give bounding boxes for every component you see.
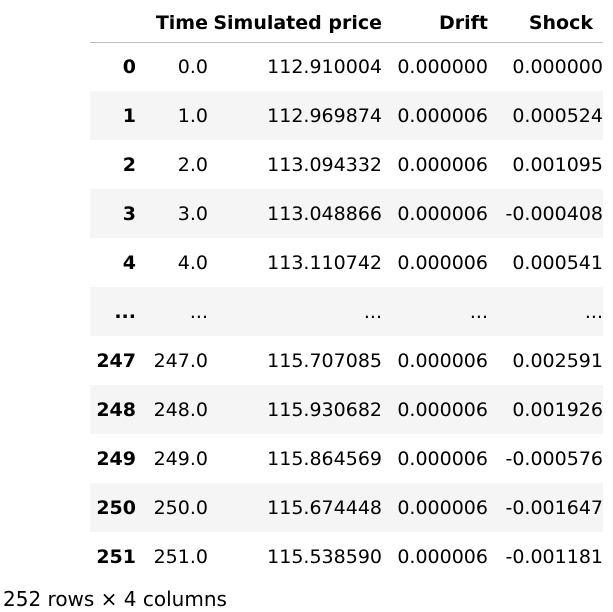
cell-shock: 0.000524 xyxy=(512,104,603,127)
row-index: 248 xyxy=(96,398,136,421)
table-header: Time Simulated price Drift Shock xyxy=(90,0,603,43)
cell-shock: 0.002591 xyxy=(512,349,603,372)
cell-drift: 0.000006 xyxy=(397,545,488,568)
header-simulated-price: Simulated price xyxy=(208,0,382,43)
table-row: 251 251.0 115.538590 0.000006 -0.001181 xyxy=(90,532,603,581)
cell-drift: 0.000006 xyxy=(397,202,488,225)
cell-drift: 0.000006 xyxy=(397,496,488,519)
cell-simulated-price: 115.930682 xyxy=(267,398,382,421)
cell-drift: 0.000006 xyxy=(397,153,488,176)
row-index: 3 xyxy=(122,202,136,225)
header-row: Time Simulated price Drift Shock xyxy=(90,0,603,43)
cell-simulated-price: 115.707085 xyxy=(267,349,382,372)
cell-shock: -0.001181 xyxy=(505,545,603,568)
cell-time: 249.0 xyxy=(153,447,208,470)
cell-shock: 0.001095 xyxy=(512,153,603,176)
row-index: 249 xyxy=(96,447,136,470)
cell-time: ... xyxy=(189,300,208,323)
header-time: Time xyxy=(136,0,208,43)
cell-simulated-price: 113.110742 xyxy=(267,251,382,274)
cell-time: 3.0 xyxy=(177,202,208,225)
cell-drift: 0.000006 xyxy=(397,104,488,127)
cell-drift: 0.000000 xyxy=(397,55,488,78)
cell-time: 247.0 xyxy=(153,349,208,372)
table-row: 4 4.0 113.110742 0.000006 0.000541 xyxy=(90,238,603,287)
cell-shock: -0.000408 xyxy=(505,202,603,225)
row-index: 247 xyxy=(96,349,136,372)
table-row: 250 250.0 115.674448 0.000006 -0.001647 xyxy=(90,483,603,532)
table-row: 2 2.0 113.094332 0.000006 0.001095 xyxy=(90,140,603,189)
cell-drift: 0.000006 xyxy=(397,447,488,470)
table-row: 1 1.0 112.969874 0.000006 0.000524 xyxy=(90,91,603,140)
header-shock: Shock xyxy=(488,0,603,43)
cell-shock: 0.001926 xyxy=(512,398,603,421)
cell-shock: -0.001647 xyxy=(505,496,603,519)
cell-drift: ... xyxy=(469,300,488,323)
table-row: 248 248.0 115.930682 0.000006 0.001926 xyxy=(90,385,603,434)
cell-drift: 0.000006 xyxy=(397,398,488,421)
cell-time: 250.0 xyxy=(153,496,208,519)
cell-shock: ... xyxy=(584,300,603,323)
cell-simulated-price: 115.864569 xyxy=(267,447,382,470)
cell-time: 251.0 xyxy=(153,545,208,568)
row-index: 4 xyxy=(122,251,136,274)
cell-simulated-price: 115.674448 xyxy=(267,496,382,519)
cell-simulated-price: 112.969874 xyxy=(267,104,382,127)
table-row: 0 0.0 112.910004 0.000000 0.000000 xyxy=(90,42,603,91)
cell-simulated-price: 113.094332 xyxy=(267,153,382,176)
header-index xyxy=(90,0,136,43)
table-row: 247 247.0 115.707085 0.000006 0.002591 xyxy=(90,336,603,385)
table-row-ellipsis: ............... xyxy=(90,287,603,336)
cell-shock: 0.000000 xyxy=(512,55,603,78)
cell-time: 4.0 xyxy=(177,251,208,274)
row-index: 1 xyxy=(122,104,136,127)
cell-simulated-price: 115.538590 xyxy=(267,545,382,568)
cell-drift: 0.000006 xyxy=(397,349,488,372)
cell-time: 248.0 xyxy=(153,398,208,421)
cell-drift: 0.000006 xyxy=(397,251,488,274)
dataframe-table: Time Simulated price Drift Shock 0 0.0 112… xyxy=(90,0,603,581)
row-index: 2 xyxy=(122,153,136,176)
cell-time: 0.0 xyxy=(177,55,208,78)
cell-time: 1.0 xyxy=(177,104,208,127)
row-index: 0 xyxy=(122,55,136,78)
cell-shock: 0.000541 xyxy=(512,251,603,274)
table-body: 0 0.0 112.910004 0.000000 0.000000 1 1.0 112.96… xyxy=(90,42,603,581)
cell-simulated-price: ... xyxy=(363,300,382,323)
row-index: 251 xyxy=(96,545,136,568)
header-drift: Drift xyxy=(382,0,488,43)
cell-time: 2.0 xyxy=(177,153,208,176)
table-row: 3 3.0 113.048866 0.000006 -0.000408 xyxy=(90,189,603,238)
shape-summary: 252 rows × 4 columns xyxy=(3,587,227,611)
cell-simulated-price: 112.910004 xyxy=(267,55,382,78)
table-row: 249 249.0 115.864569 0.000006 -0.000576 xyxy=(90,434,603,483)
cell-shock: -0.000576 xyxy=(505,447,603,470)
row-index: 250 xyxy=(96,496,136,519)
row-index: ... xyxy=(114,300,136,323)
cell-simulated-price: 113.048866 xyxy=(267,202,382,225)
